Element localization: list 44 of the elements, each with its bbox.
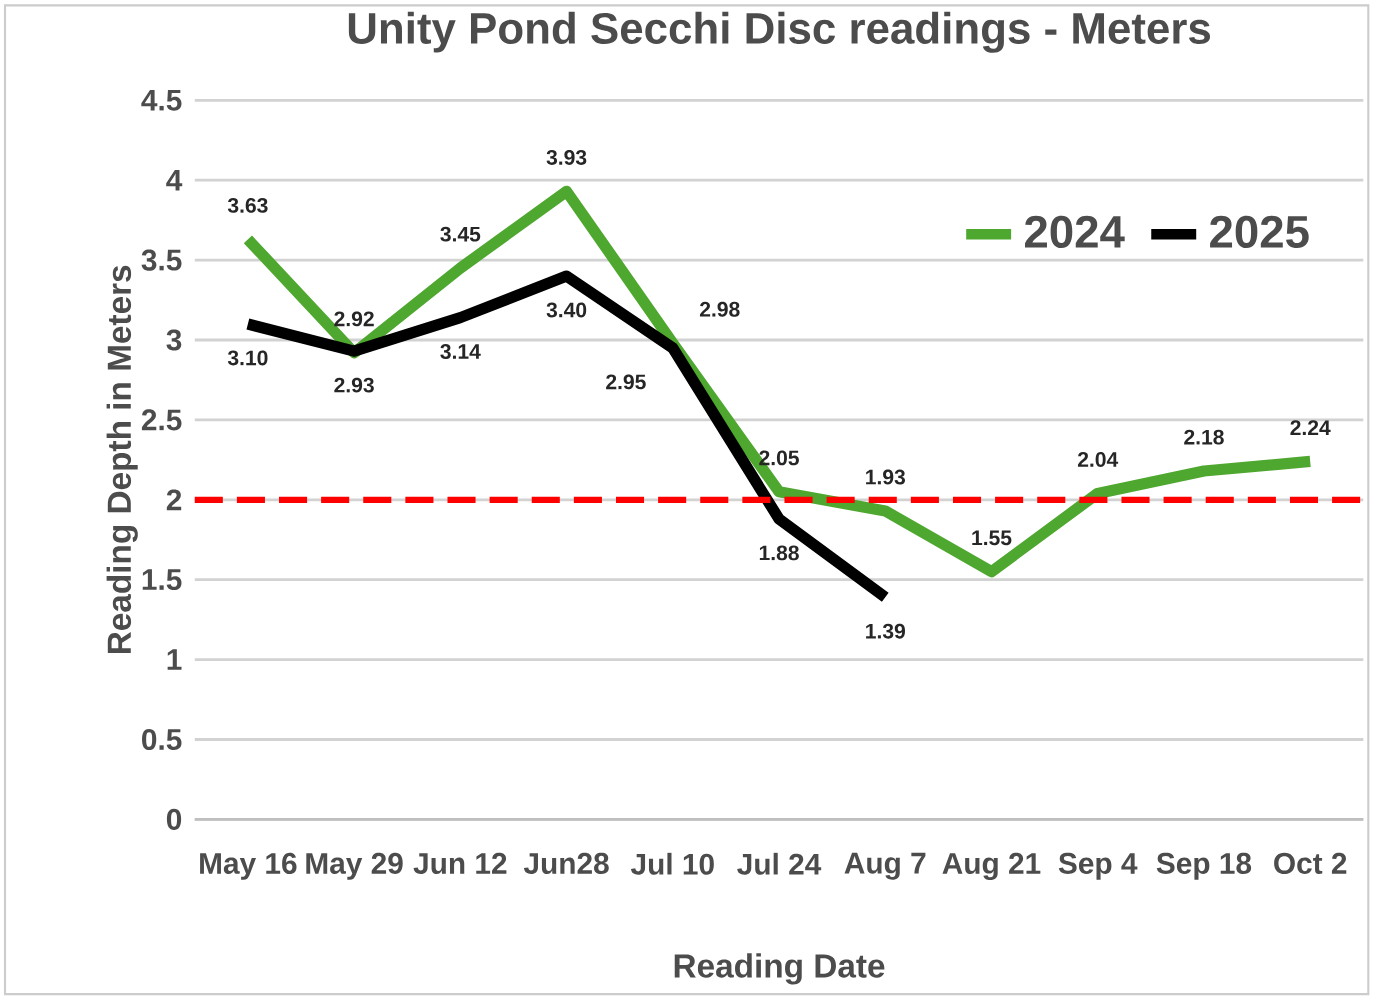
x-tick-label: May 29: [306, 852, 403, 880]
x-tick-label: Jul 24: [737, 852, 822, 875]
y-tick-label: 4: [166, 169, 183, 191]
y-tick-label: 2.5: [141, 409, 182, 431]
y-tick-label: 3.5: [141, 249, 182, 271]
data-label: 2.04: [1077, 451, 1119, 467]
data-label: 2.05: [759, 450, 799, 466]
y-tick-label: 1.5: [142, 569, 182, 590]
y-tick-label: 2: [166, 489, 182, 511]
x-tick-label: Sep 4: [1058, 852, 1138, 880]
data-label: 2.95: [606, 374, 646, 390]
y-tick-label: 4.5: [141, 89, 182, 111]
data-label: 2.98: [699, 301, 740, 317]
data-label: 2.24: [1290, 420, 1331, 435]
legend-label: 2024: [1025, 215, 1125, 248]
x-axis-title: Reading Date: [674, 953, 885, 985]
data-label: 2.93: [334, 377, 374, 393]
y-tick-label: 0.5: [142, 728, 182, 750]
data-label: 2.18: [1184, 429, 1224, 445]
y-tick-label: 3: [166, 329, 182, 351]
data-label: 1.39: [866, 623, 905, 639]
x-tick-label: Aug 7: [844, 852, 926, 880]
x-tick-label: Sep 18: [1156, 852, 1252, 880]
data-label: 3.93: [546, 149, 587, 165]
data-label: 1.88: [759, 545, 799, 561]
y-axis-title: Reading Depth in Meters: [106, 265, 138, 653]
x-tick-label: May 16: [200, 852, 297, 880]
chart-title: Unity Pond Secchi Disc readings - Meters: [348, 11, 1211, 53]
data-label: 2.92: [334, 311, 374, 327]
y-tick-label: 0: [166, 808, 182, 830]
data-label: 1.93: [866, 469, 905, 485]
data-label: 3.63: [227, 197, 268, 213]
data-label: 3.45: [440, 226, 481, 242]
x-tick-label: Jun 12: [413, 852, 507, 874]
y-tick-label: 1: [167, 649, 182, 670]
data-label: 1.55: [972, 530, 1012, 546]
legend-label: 2025: [1210, 215, 1309, 248]
x-tick-label: Aug 21: [942, 852, 1041, 880]
data-label: 3.40: [546, 302, 587, 318]
data-label: 3.10: [227, 350, 268, 366]
x-tick-label: Jun28: [523, 852, 609, 874]
x-tick-label: Oct 2: [1274, 852, 1347, 874]
x-tick-label: Jul 10: [630, 852, 714, 875]
data-label: 3.14: [440, 343, 481, 359]
